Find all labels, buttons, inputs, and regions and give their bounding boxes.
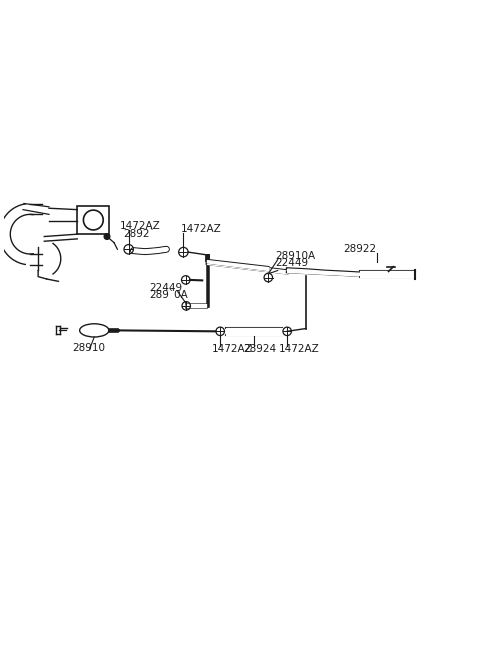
Circle shape [104,234,110,239]
Text: 22449: 22449 [276,258,309,268]
Text: 28910A: 28910A [276,251,315,261]
Text: 28922: 28922 [343,244,376,254]
Text: 2892`: 2892` [123,229,155,239]
Text: 289`0A: 289`0A [149,290,188,300]
Text: 1472AZ: 1472AZ [181,224,222,235]
Text: 28910: 28910 [72,343,106,353]
Text: 1472AZ: 1472AZ [120,221,161,231]
Text: 1472AZ: 1472AZ [212,344,252,354]
Bar [77,206,109,234]
Text: 22449: 22449 [149,283,182,293]
Text: 28924: 28924 [243,344,276,354]
Text: 1472AZ: 1472AZ [279,344,319,354]
